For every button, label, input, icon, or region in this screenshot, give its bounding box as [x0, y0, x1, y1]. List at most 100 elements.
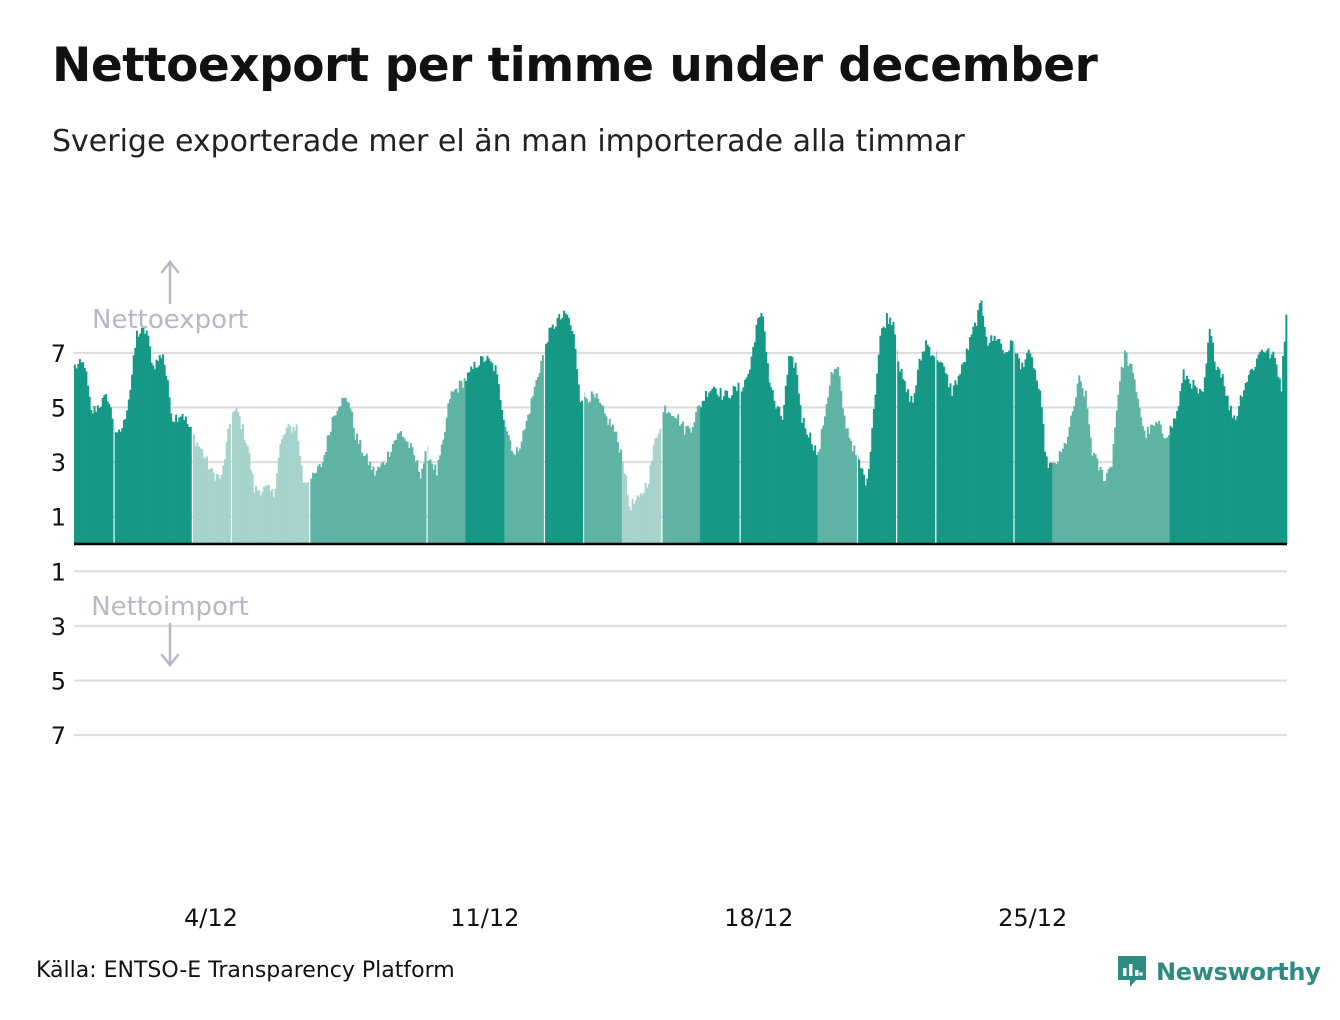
bar-hour-271: [515, 447, 518, 544]
bar-hour-164: [341, 397, 344, 544]
bar-hour-283: [535, 380, 538, 544]
bar-hour-19: [104, 393, 107, 544]
bar-hour-377: [688, 428, 691, 544]
bar-hour-701: [1216, 366, 1219, 544]
bar-hour-520: [921, 351, 924, 544]
bar-hour-350: [644, 483, 647, 544]
bar-hour-319: [594, 397, 597, 544]
bar-hour-400: [726, 391, 729, 544]
bar-hour-315: [587, 402, 590, 544]
bar-hour-505: [897, 361, 900, 544]
bar-hour-554: [977, 309, 980, 544]
bar-hour-254: [488, 358, 491, 544]
bar-hour-404: [732, 385, 735, 544]
bar-hour-202: [403, 438, 406, 544]
bar-hour-64: [178, 417, 181, 544]
bar-hour-266: [507, 435, 510, 544]
bar-hour-135: [294, 430, 297, 544]
bar-hour-650: [1133, 379, 1136, 544]
bar-hour-145: [310, 478, 313, 544]
bar-hour-67: [183, 420, 186, 544]
bar-hour-391: [711, 388, 714, 544]
bar-hour-394: [716, 394, 719, 544]
bar-hour-357: [656, 437, 659, 544]
bar-hour-249: [479, 356, 482, 544]
bar-hour-233: [453, 389, 456, 544]
bar-hour-338: [625, 475, 628, 544]
bar-hour-392: [713, 386, 716, 544]
y-tick-label: 5: [51, 395, 66, 423]
bar-hour-336: [621, 461, 624, 544]
bar-hour-195: [391, 443, 394, 544]
bar-hour-59: [170, 413, 173, 544]
bar-hour-578: [1016, 353, 1019, 544]
down-arrow-icon: [160, 622, 180, 668]
bar-hour-367: [672, 415, 675, 544]
bar-hour-569: [1001, 349, 1004, 544]
bar-hour-518: [918, 358, 921, 544]
bar-hour-36: [132, 355, 135, 544]
bar-hour-379: [691, 426, 694, 544]
bar-hour-205: [408, 448, 411, 544]
bar-hour-321: [597, 398, 600, 544]
bar-hour-468: [837, 366, 839, 544]
bar-hour-693: [1203, 377, 1206, 544]
bar-hour-488: [869, 451, 872, 544]
bar-hour-597: [1047, 468, 1050, 544]
bar-hour-655: [1141, 426, 1144, 544]
bar-hour-94: [227, 428, 230, 544]
bar-hour-654: [1140, 417, 1143, 544]
bar-hour-206: [409, 443, 412, 544]
bar-hour-472: [843, 415, 846, 544]
x-tick-label: 25/12: [998, 904, 1067, 932]
bar-hour-546: [964, 361, 967, 544]
bar-hour-232: [452, 391, 455, 544]
bar-hour-386: [703, 400, 706, 544]
bar-hour-100: [237, 412, 240, 544]
bar-hour-117: [264, 485, 267, 544]
bar-hour-297: [558, 313, 561, 544]
bar-hour-671: [1167, 435, 1170, 544]
bar-hour-353: [649, 464, 652, 544]
bar-hour-402: [729, 398, 732, 544]
bar-hour-55: [163, 365, 166, 544]
bar-hour-58: [168, 397, 171, 544]
bar-hour-83: [209, 469, 212, 544]
bar-hour-395: [718, 396, 720, 544]
bar-hour-235: [457, 392, 460, 544]
bar-hour-190: [383, 464, 386, 544]
export-label: Nettoexport: [92, 305, 248, 335]
bar-hour-1: [75, 368, 78, 544]
bar-hour-210: [416, 460, 419, 544]
bar-hour-617: [1079, 381, 1082, 544]
bar-hour-687: [1194, 385, 1197, 544]
bar-hour-739: [1278, 378, 1281, 544]
bar-hour-169: [349, 408, 352, 544]
bar-hour-358: [657, 433, 660, 544]
bar-hour-374: [683, 434, 686, 544]
bar-hour-732: [1267, 348, 1270, 544]
bar-hour-611: [1070, 415, 1073, 544]
bar-hour-719: [1246, 381, 1249, 544]
bar-hour-692: [1202, 391, 1205, 544]
bar-hour-110: [253, 492, 256, 544]
bar-hour-507: [900, 368, 903, 544]
bar-hour-302: [566, 314, 569, 544]
bar-hour-702: [1218, 369, 1221, 544]
x-tick-label: 4/12: [184, 904, 238, 932]
bar-hour-573: [1008, 350, 1011, 544]
bar-hour-688: [1195, 387, 1198, 544]
bar-hour-345: [636, 495, 639, 544]
bar-hour-281: [532, 395, 535, 544]
newsworthy-logo-text: Newsworthy: [1156, 958, 1321, 986]
source-note: Källa: ENTSO-E Transparency Platform: [36, 958, 455, 983]
bar-hour-613: [1073, 406, 1076, 544]
bar-hour-166: [344, 397, 347, 544]
bar-hour-239: [463, 378, 466, 544]
bar-hour-347: [639, 493, 642, 544]
bar-hour-422: [762, 316, 764, 544]
bar-hour-534: [944, 373, 947, 544]
bar-hour-140: [302, 482, 305, 544]
bar-hour-720: [1247, 374, 1250, 544]
bar-hour-269: [512, 453, 515, 544]
